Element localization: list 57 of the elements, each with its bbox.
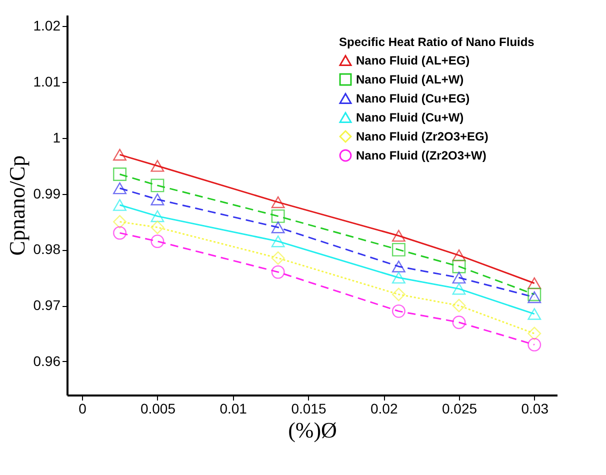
point <box>452 260 466 274</box>
point <box>452 316 466 330</box>
point <box>392 260 406 272</box>
x-tick-label: 0.005 <box>140 400 176 416</box>
point <box>150 220 164 234</box>
y-tick-label: 1 <box>52 129 61 146</box>
point <box>271 196 285 208</box>
point <box>113 199 126 211</box>
legend-label: Nano Fluid (AL+EG) <box>356 54 470 68</box>
x-tick-label: 0.025 <box>442 400 478 416</box>
point <box>150 178 164 192</box>
y-tick-label: 0.99 <box>33 185 61 202</box>
point <box>528 291 542 304</box>
point <box>452 282 466 295</box>
point <box>113 215 126 228</box>
point <box>452 272 466 284</box>
x-tick-label: 0 <box>78 400 87 416</box>
legend-label: Nano Fluid (Cu+W) <box>356 110 464 124</box>
point <box>271 235 285 248</box>
point <box>392 230 406 242</box>
y-tick-label: 1.01 <box>33 74 61 90</box>
point <box>528 288 542 302</box>
y-tick-label: 1.02 <box>33 18 61 34</box>
y-tick-label: 0.98 <box>33 241 61 258</box>
point <box>113 168 126 181</box>
point <box>528 308 542 320</box>
legend-label: Nano Fluid ((Zr2O3+W) <box>356 148 486 162</box>
x-tick-label: 0.01 <box>220 400 248 416</box>
legend-title: Specific Heat Ratio of Nano Fluids <box>339 35 535 49</box>
point <box>271 209 285 223</box>
y-tick-label: 0.96 <box>33 352 61 369</box>
point <box>113 226 126 240</box>
point <box>528 338 542 352</box>
x-axis-title: (%)Ø <box>288 418 337 442</box>
point <box>150 160 164 172</box>
point <box>150 234 164 248</box>
x-tick-label: 0.02 <box>370 400 398 416</box>
y-tick-label: 0.97 <box>33 297 61 314</box>
point <box>113 148 126 161</box>
point <box>271 251 285 265</box>
point <box>392 272 406 284</box>
point <box>392 288 406 302</box>
point <box>150 210 164 222</box>
point <box>392 242 406 256</box>
legend-label: Nano Fluid (AL+W) <box>356 72 464 86</box>
y-axis-title: Cpnano/Cp <box>4 155 30 256</box>
x-tick-label: 0.015 <box>291 400 326 416</box>
point <box>271 221 285 234</box>
legend-label: Nano Fluid (Zr2O3+EG) <box>356 130 488 144</box>
legend-label: Nano Fluid (Cu+EG) <box>356 92 470 106</box>
point <box>271 265 285 279</box>
point <box>452 298 466 312</box>
point <box>528 326 542 340</box>
point <box>150 194 164 206</box>
x-tick-label: 0.03 <box>521 400 549 416</box>
point <box>113 182 126 194</box>
point <box>392 304 406 318</box>
